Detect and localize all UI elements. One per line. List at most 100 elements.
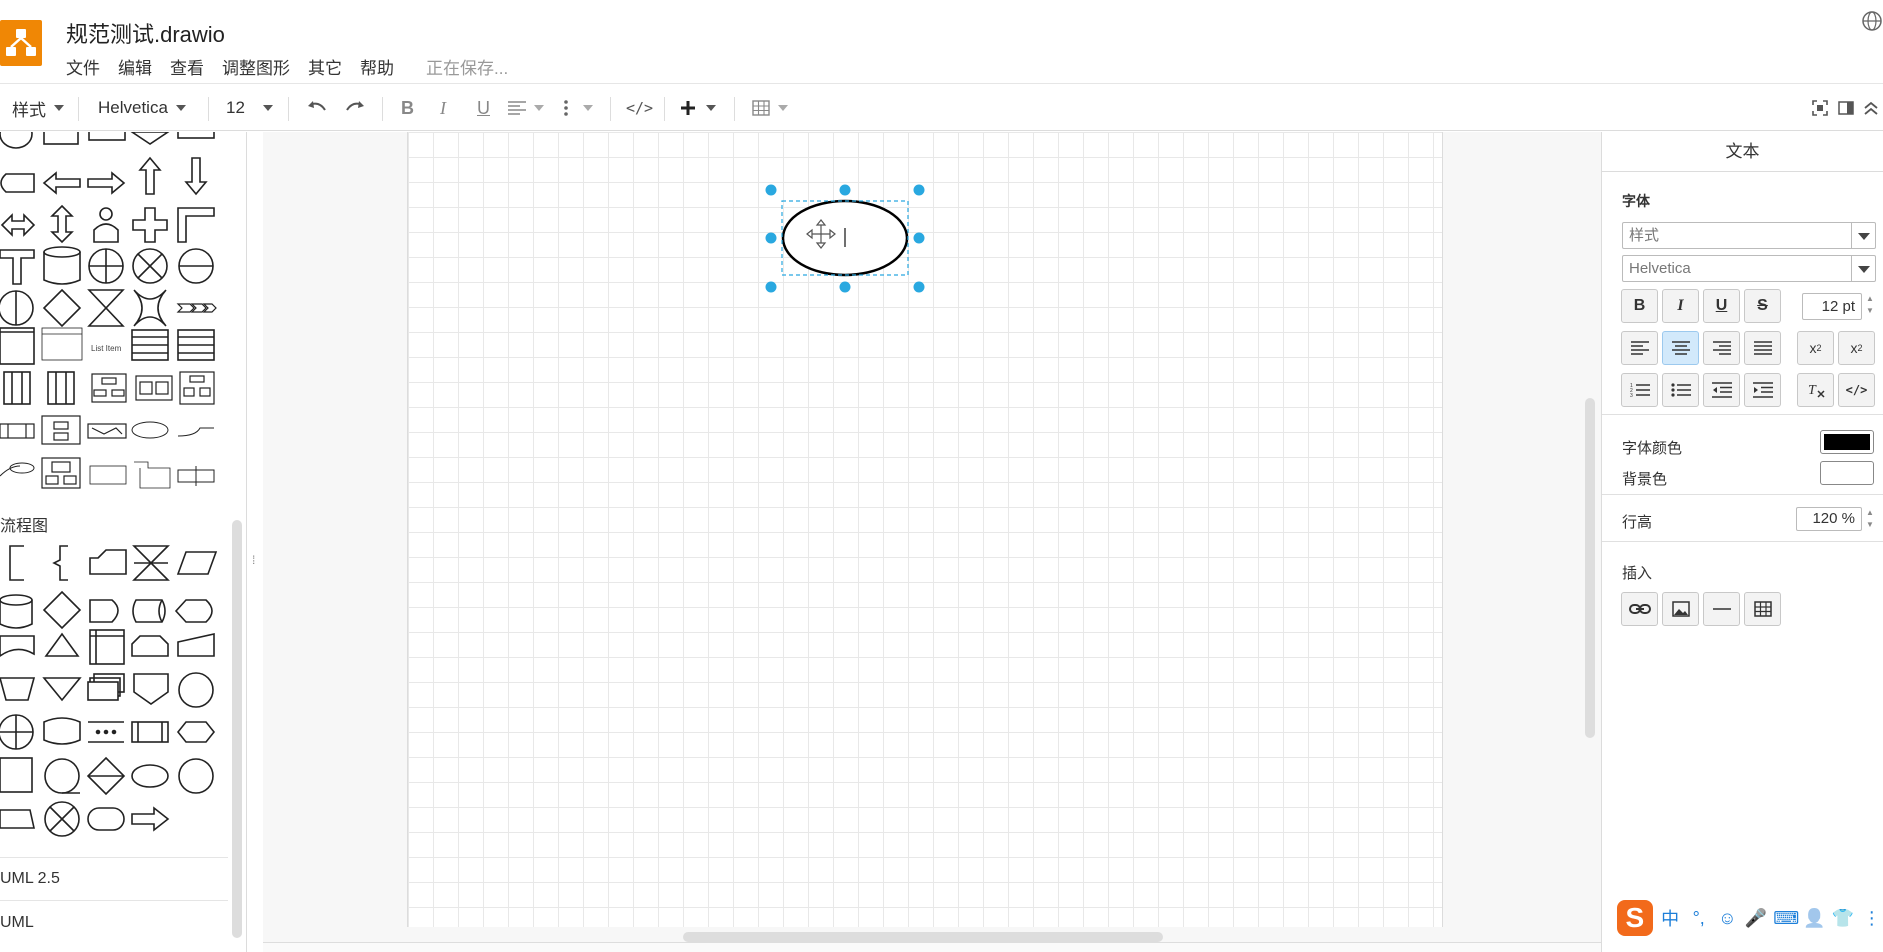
shape-or[interactable] [88, 248, 124, 284]
shape-chevron-step[interactable] [176, 303, 217, 313]
indent-button[interactable] [1744, 373, 1781, 407]
shape-line-circle[interactable] [178, 248, 214, 284]
shape-circle[interactable] [0, 132, 33, 149]
shape-manual-input[interactable] [177, 633, 215, 657]
shape-list-item[interactable]: List Item [91, 344, 122, 353]
document-title[interactable]: 规范测试.drawio [66, 22, 225, 47]
shape-predefined-process[interactable] [131, 721, 169, 743]
shape-terminator-flow[interactable] [0, 809, 35, 829]
menu-edit[interactable]: 编辑 [118, 59, 152, 78]
shape-curved-connector[interactable] [0, 462, 35, 477]
shape-document[interactable] [0, 635, 35, 657]
shape-paper-tape[interactable] [43, 717, 81, 745]
bullet-list-button[interactable] [1662, 373, 1699, 407]
shape-nested-container[interactable] [41, 457, 81, 489]
insert-image-button[interactable] [1662, 592, 1699, 626]
shape-t-shape[interactable] [0, 249, 35, 285]
bold-button[interactable]: B [401, 97, 414, 118]
shape-junction[interactable] [177, 466, 215, 486]
menu-file[interactable]: 文件 [66, 59, 100, 78]
align-left-button[interactable] [1621, 331, 1658, 365]
shape-or-flow[interactable] [0, 714, 34, 750]
line-height-input[interactable]: 120 % [1796, 507, 1862, 531]
shape-x-junction[interactable] [44, 801, 80, 837]
shape-summing-junction[interactable] [178, 758, 214, 794]
shape-tab-box[interactable] [134, 461, 171, 489]
bold-toggle[interactable]: B [1621, 289, 1658, 323]
section-flowchart[interactable]: 流程图 [0, 518, 49, 535]
shape-off-page[interactable] [133, 673, 169, 705]
shape-parallel-mode[interactable] [88, 721, 124, 743]
shape-display[interactable] [174, 599, 213, 623]
fullscreen-button[interactable] [1812, 85, 1828, 131]
style-select[interactable]: 样式 [1622, 222, 1876, 249]
shape-star[interactable] [133, 289, 167, 327]
shape-double-arrow[interactable] [0, 213, 36, 237]
justify-button[interactable] [1744, 331, 1781, 365]
font-size-input[interactable]: 12 pt [1802, 293, 1862, 320]
shape-horizontal-tree[interactable] [87, 423, 127, 439]
line-height-stepper[interactable]: ▲ ▼ [1866, 508, 1874, 529]
font-color-swatch[interactable] [1820, 430, 1874, 454]
shape-vertical-double-arrow[interactable] [50, 204, 74, 244]
shape-mindmap-branch[interactable] [177, 427, 214, 437]
shape-merge[interactable] [42, 677, 82, 702]
shape-stored-data[interactable] [131, 764, 169, 788]
section-uml25[interactable]: UML 2.5 [0, 870, 60, 887]
strikethrough-toggle[interactable]: S [1744, 289, 1781, 323]
underline-button[interactable]: U [477, 97, 490, 118]
shape-mindmap-node[interactable] [131, 421, 169, 439]
section-uml[interactable]: UML [0, 914, 34, 931]
clear-formatting-button[interactable]: T [1797, 373, 1834, 407]
font-size-stepper[interactable]: ▲ ▼ [1866, 294, 1874, 315]
shape-sum-junction[interactable] [132, 248, 168, 284]
tab-text[interactable]: 文本 [1602, 132, 1883, 172]
ime-punctuation-mode[interactable]: °, [1692, 907, 1705, 928]
italic-toggle[interactable]: I [1662, 289, 1699, 323]
shape-rectangle[interactable] [88, 132, 126, 141]
align-dropdown[interactable] [508, 85, 544, 131]
menu-extras[interactable]: 其它 [308, 59, 342, 78]
html-toggle[interactable]: </> [1838, 373, 1875, 407]
shape-on-page[interactable] [178, 672, 214, 708]
shape-multi-document[interactable] [87, 673, 125, 701]
menu-view[interactable]: 查看 [170, 59, 204, 78]
ime-emoji-icon[interactable]: ☺ [1718, 907, 1737, 928]
shape-database[interactable] [0, 594, 33, 629]
shape-card[interactable] [89, 549, 127, 575]
shape-corner[interactable] [177, 207, 215, 243]
shape-left-arrow[interactable] [42, 171, 81, 195]
shape-preparation[interactable] [176, 721, 216, 743]
diagram-canvas[interactable] [263, 132, 1601, 952]
format-panel-toggle[interactable] [1838, 85, 1854, 131]
shape-tree-container[interactable] [41, 415, 81, 445]
drawio-logo[interactable] [0, 20, 42, 66]
shape-sequential-storage[interactable] [44, 758, 80, 794]
font-family-select[interactable]: Helvetica [1622, 255, 1876, 282]
italic-button[interactable]: I [440, 97, 446, 118]
insert-dropdown[interactable] [680, 85, 716, 131]
shape-vertical-line-circle[interactable] [0, 290, 34, 326]
bg-color-swatch[interactable] [1820, 461, 1874, 485]
style-dropdown[interactable]: 样式 [12, 85, 64, 131]
ime-user-icon[interactable]: 👤 [1803, 907, 1826, 928]
ime-more-icon[interactable]: ⋮ [1862, 907, 1881, 928]
shape-table-2[interactable] [177, 329, 215, 361]
shape-start-end[interactable] [87, 807, 125, 831]
font-family-dropdown[interactable]: Helvetica [98, 85, 186, 131]
canvas-vertical-scrollbar[interactable] [1585, 398, 1595, 738]
shape-collate-flow[interactable] [132, 545, 170, 581]
shape-delay[interactable] [89, 599, 119, 623]
globe-icon[interactable] [1861, 10, 1883, 32]
sidebar-scrollbar[interactable] [232, 520, 242, 938]
menu-arrange[interactable]: 调整图形 [222, 59, 290, 78]
shape-text-box[interactable] [89, 465, 127, 485]
shape-swimlane[interactable] [0, 423, 35, 439]
shape-vertical-pool-2[interactable] [47, 371, 75, 405]
shape-brace[interactable] [52, 545, 68, 581]
shape-diamond[interactable] [130, 132, 170, 145]
sogou-logo-icon[interactable]: S [1617, 900, 1653, 936]
